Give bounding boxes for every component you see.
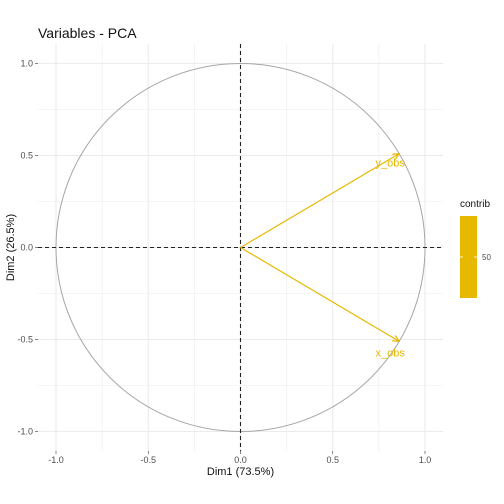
legend-colorbar [460, 216, 477, 298]
arrow-y_obs [240, 153, 400, 249]
arrowhead-y_obs [392, 152, 401, 160]
y-tick-label: -1.0 [17, 427, 33, 437]
legend-ticks: 50 [460, 253, 491, 262]
y-axis-ticks: -1.0 -0.5 0.0 0.5 1.0 [17, 59, 38, 437]
arrow-x_obs [240, 246, 400, 342]
x-tick-label: 0.0 [234, 455, 247, 465]
variable-label: y_obs [375, 158, 405, 170]
chart-title: Variables - PCA [38, 25, 137, 41]
y-axis-title: Dim2 (26.5%) [5, 214, 17, 281]
y-tick-label: 0.5 [20, 151, 33, 161]
x-tick-label: -1.0 [48, 455, 64, 465]
x-tick-label: 1.0 [419, 455, 432, 465]
legend-title: contrib [460, 199, 490, 210]
x-tick-label: -0.5 [140, 455, 156, 465]
legend: contrib 50 [460, 199, 491, 298]
arrowhead-x_obs [392, 335, 401, 343]
y-tick-label: -0.5 [17, 335, 33, 345]
x-tick-label: 0.5 [326, 455, 339, 465]
variable-arrows: y_obs x_obs [240, 152, 405, 359]
x-axis-title: Dim1 (73.5%) [207, 466, 274, 478]
y-tick-label: 0.0 [20, 243, 33, 253]
variable-label: x_obs [375, 347, 405, 359]
legend-tick-label: 50 [482, 253, 491, 262]
x-axis-ticks: -1.0 -0.5 0.0 0.5 1.0 [48, 451, 431, 465]
y-tick-label: 1.0 [20, 59, 33, 69]
